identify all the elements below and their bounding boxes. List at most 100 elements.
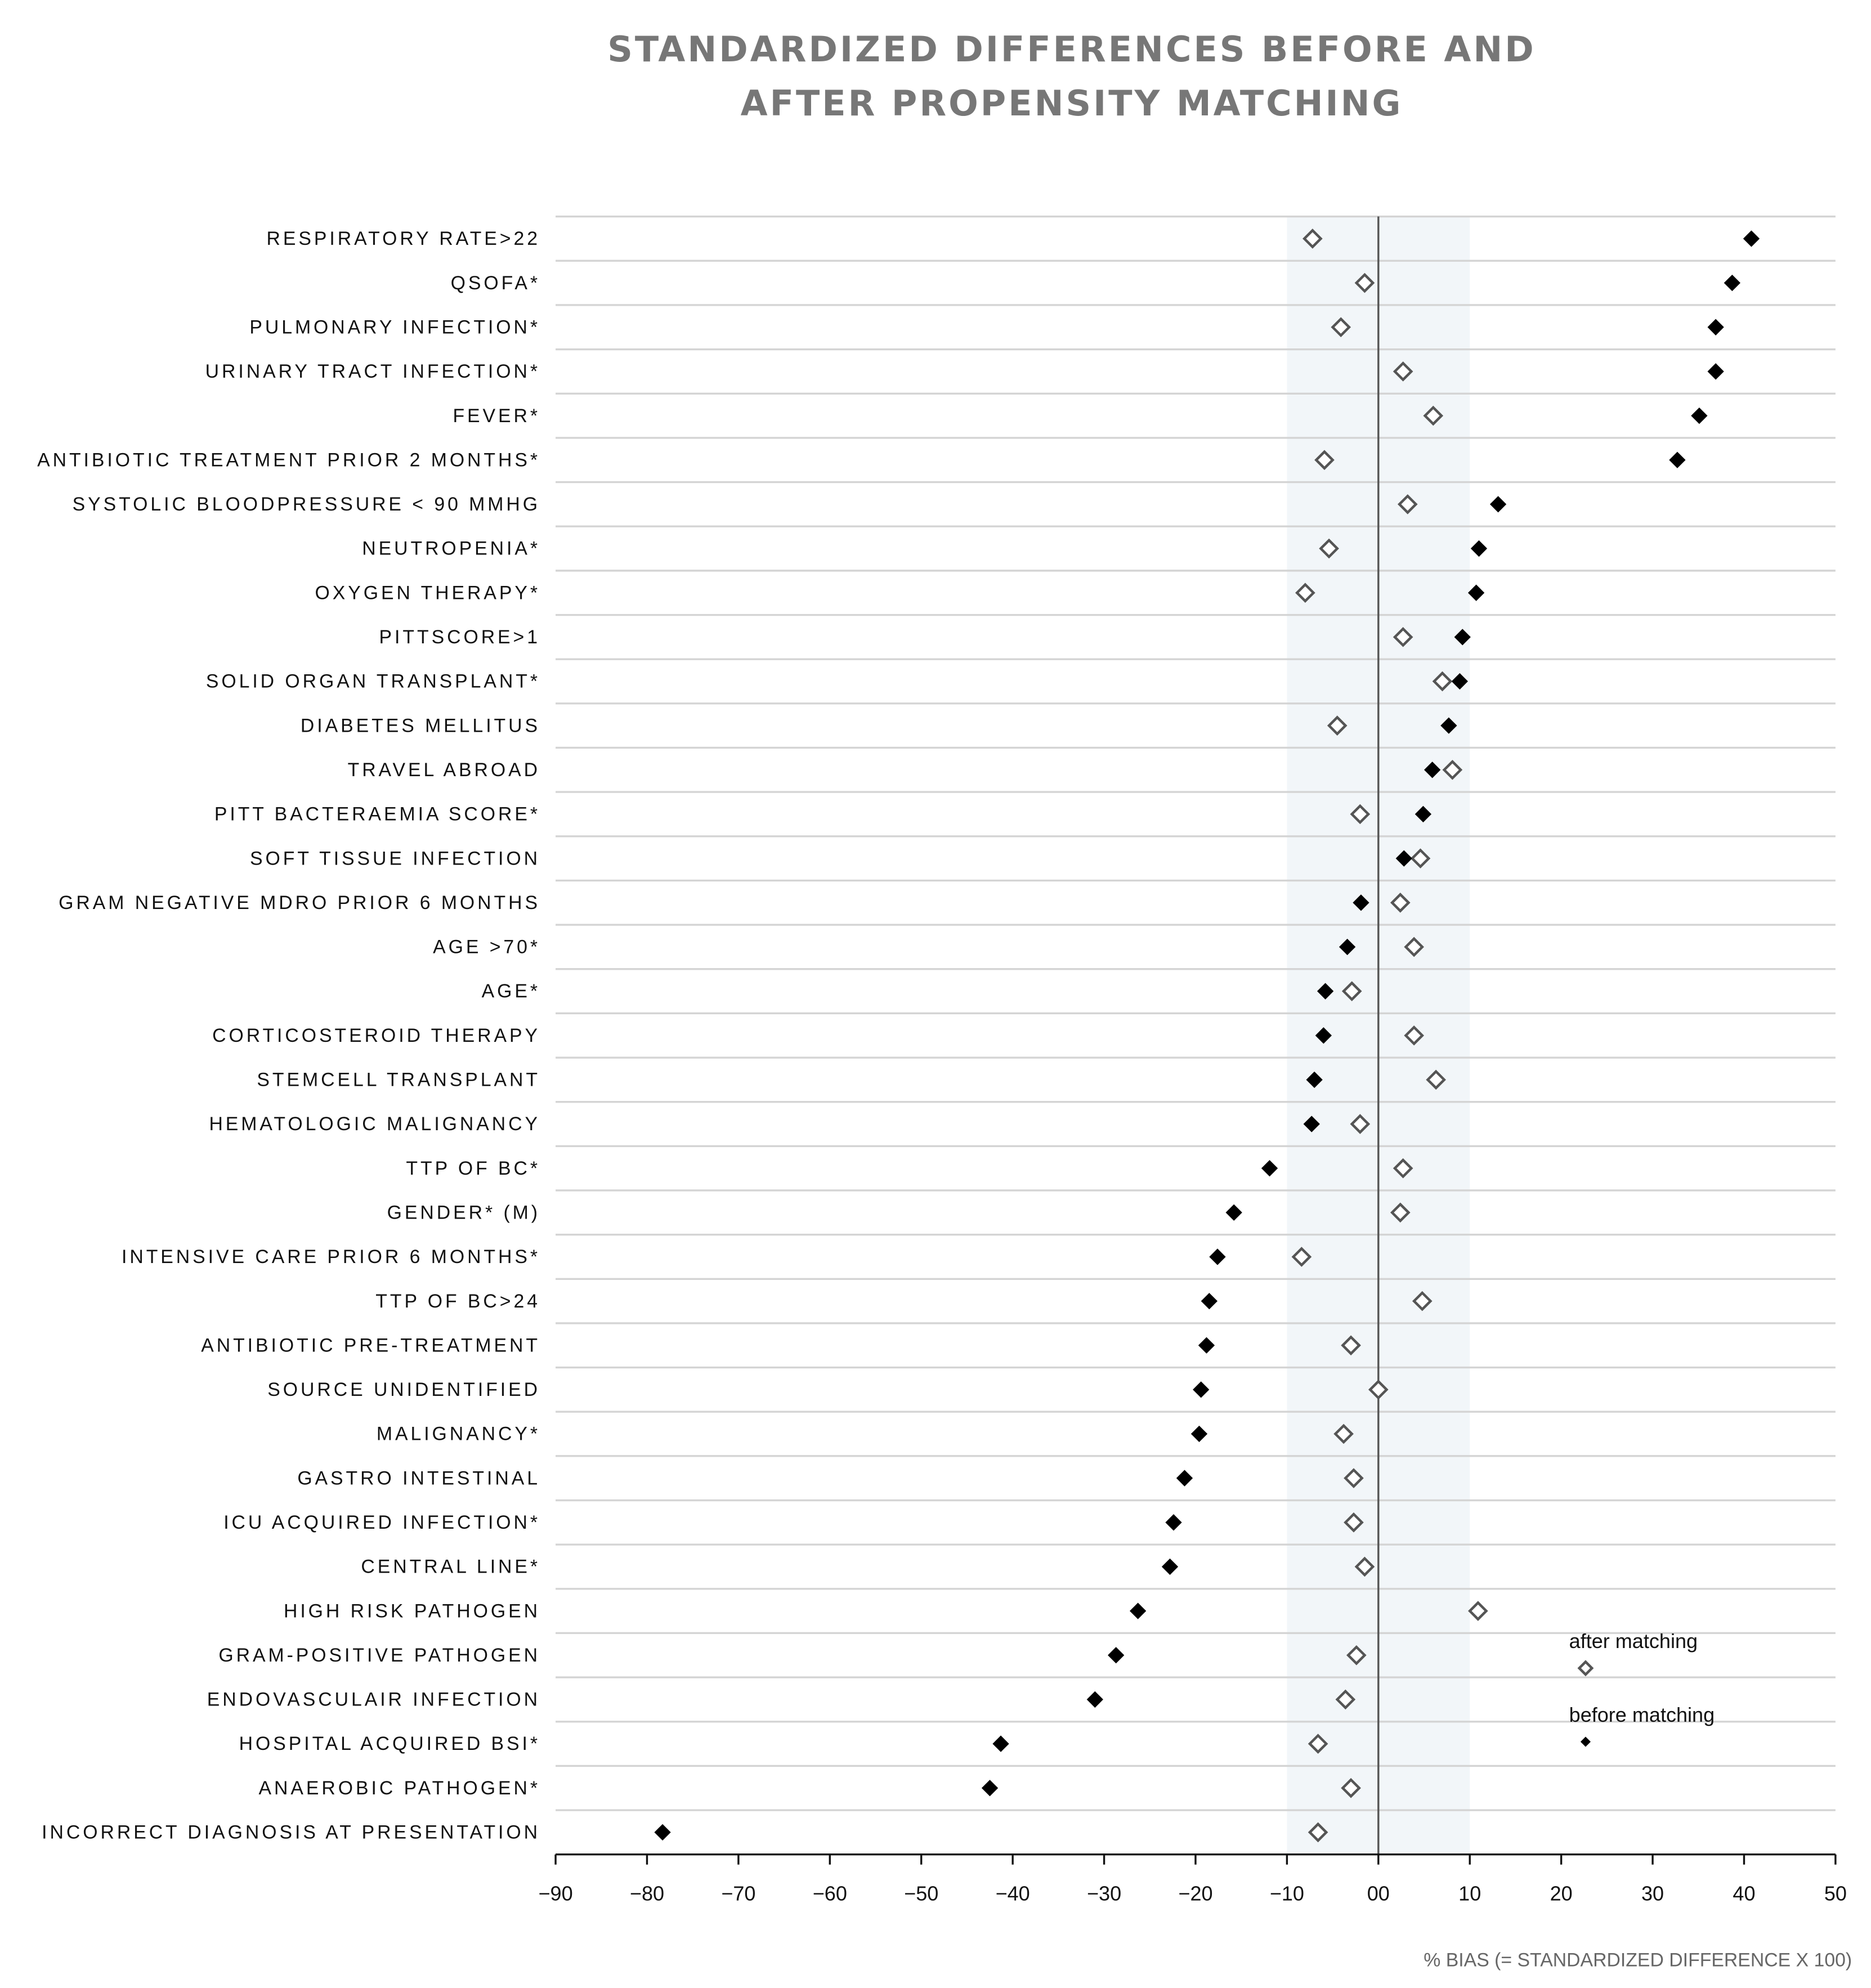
x-axis-label: % BIAS (= STANDARDIZED DIFFERENCE X 100) [1424,1949,1852,1971]
category-label: MALIGNANCY* [377,1423,540,1445]
legend-marker [1577,1660,1594,1677]
category-label: FEVER* [453,405,540,427]
data-point [1404,1025,1424,1046]
data-point [1335,1689,1356,1710]
x-tick-label: −20 [1178,1882,1212,1905]
data-point [1190,1425,1208,1443]
category-label: URINARY TRACT INFECTION* [205,361,540,382]
data-point [1393,627,1413,647]
x-tick-label: −10 [1270,1882,1304,1905]
data-point [1209,1248,1226,1265]
category-label: INTENSIVE CARE PRIOR 6 MONTHS* [122,1246,540,1268]
data-point [1086,1691,1103,1708]
data-point [1198,1337,1215,1354]
data-point [1440,717,1457,734]
x-tick-label: −80 [630,1882,664,1905]
data-point [1108,1647,1125,1664]
data-point [1341,981,1362,1001]
data-point [1302,229,1323,249]
category-label: SOFT TISSUE INFECTION [250,848,540,869]
category-label: TTP OF BC* [406,1158,540,1179]
data-point [1317,983,1334,1000]
data-point [1691,407,1708,424]
category-label: ANTIBIOTIC TREATMENT PRIOR 2 MONTHS* [37,449,540,471]
data-point [1176,1470,1193,1486]
x-tick-label: −70 [721,1882,755,1905]
data-point [1341,1335,1361,1356]
x-tick-label: 20 [1550,1882,1573,1905]
data-point [1130,1602,1147,1619]
category-label: HEMATOLOGIC MALIGNANCY [209,1113,540,1135]
data-point [1346,1645,1367,1665]
category-label: OXYGEN THERAPY* [315,582,540,603]
category-label: AGE >70* [433,937,540,958]
legend-label: after matching [1569,1629,1698,1653]
category-label: PITT BACTERAEMIA SCORE* [214,804,540,825]
data-point [1315,1027,1332,1044]
category-label: HOSPITAL ACQUIRED BSI* [239,1733,540,1754]
data-point [1451,673,1469,690]
x-tick-label: 50 [1824,1882,1847,1905]
data-point [654,1824,671,1841]
data-point [1295,583,1315,603]
data-point [1354,272,1375,293]
data-point [1368,1380,1389,1400]
data-point [1404,937,1424,957]
data-point [1308,1822,1328,1843]
x-tick-label: −60 [813,1882,847,1905]
data-point [1393,361,1413,382]
category-label: ANTIBIOTIC PRE-TREATMENT [201,1335,540,1356]
data-point [1161,1558,1179,1575]
data-point [1341,1777,1361,1798]
data-point [1442,759,1463,780]
x-tick-label: 30 [1641,1882,1664,1905]
category-label: QSOFA* [451,272,540,294]
data-point [992,1735,1009,1752]
data-point [1390,892,1411,913]
data-point [1314,450,1335,471]
category-label: HIGH RISK PATHOGEN [284,1600,540,1622]
data-point [981,1780,999,1797]
category-label: GRAM-POSITIVE PATHOGEN [218,1645,540,1666]
category-label: RESPIRATORY RATE>22 [267,228,540,249]
data-point [1193,1381,1210,1398]
category-label: ENDOVASCULAIR INFECTION [207,1689,540,1711]
data-point [1467,584,1485,601]
data-point [1415,805,1432,823]
category-label: GRAM NEGATIVE MDRO PRIOR 6 MONTHS [59,892,540,914]
data-point [1412,1291,1433,1311]
data-point [1353,894,1369,911]
data-point [1390,1202,1411,1223]
data-point [1669,451,1686,468]
x-tick-label: 10 [1458,1882,1481,1905]
data-point [1201,1292,1218,1310]
data-point [1165,1514,1182,1531]
data-point [1410,848,1431,868]
data-point [1743,230,1760,247]
data-point [1426,1069,1446,1090]
category-label: CENTRAL LINE* [361,1556,540,1578]
x-tick-label: −40 [996,1882,1030,1905]
data-point [1397,494,1418,514]
category-label: INCORRECT DIAGNOSIS AT PRESENTATION [42,1822,540,1843]
data-point [1319,538,1339,559]
data-point [1489,496,1507,513]
legend-marker [1580,1736,1591,1747]
category-label: TTP OF BC>24 [375,1291,540,1312]
x-tick-label: 00 [1367,1882,1390,1905]
data-point [1327,715,1348,736]
category-label: GASTRO INTESTINAL [297,1467,540,1489]
data-point [1303,1116,1320,1132]
chart-title: STANDARDIZED DIFFERENCES BEFORE AND AFTE… [607,29,1536,124]
x-tick-label: −90 [538,1882,572,1905]
data-point [1225,1204,1242,1221]
category-label: CORTICOSTEROID THERAPY [212,1025,540,1046]
data-point [1432,671,1453,692]
x-tick-label: 40 [1733,1882,1755,1905]
data-point [1261,1159,1278,1177]
data-point [1707,363,1724,380]
data-point [1333,1423,1354,1444]
category-label: GENDER* (M) [387,1202,540,1223]
